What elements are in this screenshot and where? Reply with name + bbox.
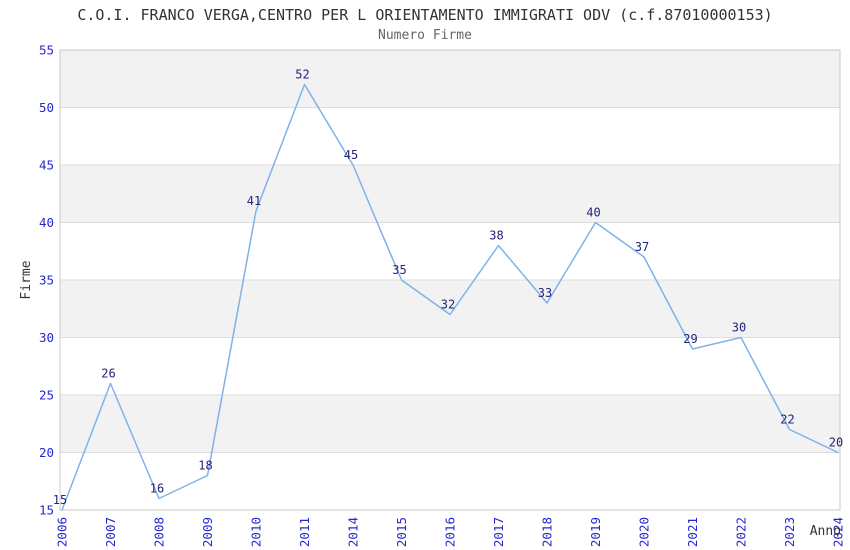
x-tick-label: 2024 [831, 517, 846, 547]
y-tick-label: 30 [39, 330, 54, 345]
x-tick-label: 2010 [249, 517, 264, 547]
x-tick-label: 2023 [782, 517, 797, 547]
plot-band [60, 50, 840, 108]
data-line [61, 83, 839, 511]
y-tick-label: 15 [39, 503, 54, 518]
point-label: 29 [683, 332, 697, 346]
point-label: 41 [247, 194, 261, 208]
point-label: 45 [344, 148, 358, 162]
y-tick-label: 25 [39, 388, 54, 403]
chart-title: C.O.I. FRANCO VERGA,CENTRO PER L ORIENTA… [77, 6, 773, 24]
x-tick-label: 2022 [734, 517, 749, 547]
x-tick-label: 2014 [346, 517, 361, 547]
x-tick-label: 2018 [540, 517, 555, 547]
point-label: 38 [489, 229, 503, 243]
x-tick-label: 2017 [491, 517, 506, 547]
x-tick-label: 2016 [443, 517, 458, 547]
point-label: 22 [780, 413, 794, 427]
y-tick-label: 55 [39, 43, 54, 58]
y-tick-label: 20 [39, 445, 54, 460]
x-tick-label: 2015 [394, 517, 409, 547]
x-tick-label: 2011 [297, 517, 312, 547]
point-label: 16 [150, 482, 164, 496]
x-tick-label: 2021 [685, 517, 700, 547]
x-tick-label: 2009 [200, 517, 215, 547]
point-label: 33 [538, 286, 552, 300]
plot-band [60, 165, 840, 223]
point-label: 32 [441, 298, 455, 312]
y-tick-label: 50 [39, 100, 54, 115]
x-tick-label: 2008 [152, 517, 167, 547]
x-tick-label: 2020 [637, 517, 652, 547]
point-label: 26 [101, 367, 115, 381]
x-axis-title: Anno [809, 524, 841, 539]
x-tick-label: 2007 [103, 517, 118, 547]
y-axis-title: Firme [19, 260, 34, 300]
y-tick-label: 35 [39, 273, 54, 288]
y-tick-label: 40 [39, 215, 54, 230]
chart-subtitle: Numero Firme [378, 28, 472, 43]
point-label: 30 [732, 321, 746, 335]
point-label: 40 [586, 206, 600, 220]
point-label: 15 [53, 493, 67, 507]
plot-border [59, 49, 841, 511]
point-label: 35 [392, 263, 406, 277]
x-tick-label: 2006 [55, 517, 70, 547]
y-tick-label: 45 [39, 158, 54, 173]
point-label: 37 [635, 240, 649, 254]
point-label: 52 [295, 68, 309, 82]
plot-band [60, 395, 840, 453]
plot-band [60, 280, 840, 338]
point-label: 18 [198, 459, 212, 473]
x-tick-label: 2019 [588, 517, 603, 547]
point-label: 20 [829, 436, 843, 450]
